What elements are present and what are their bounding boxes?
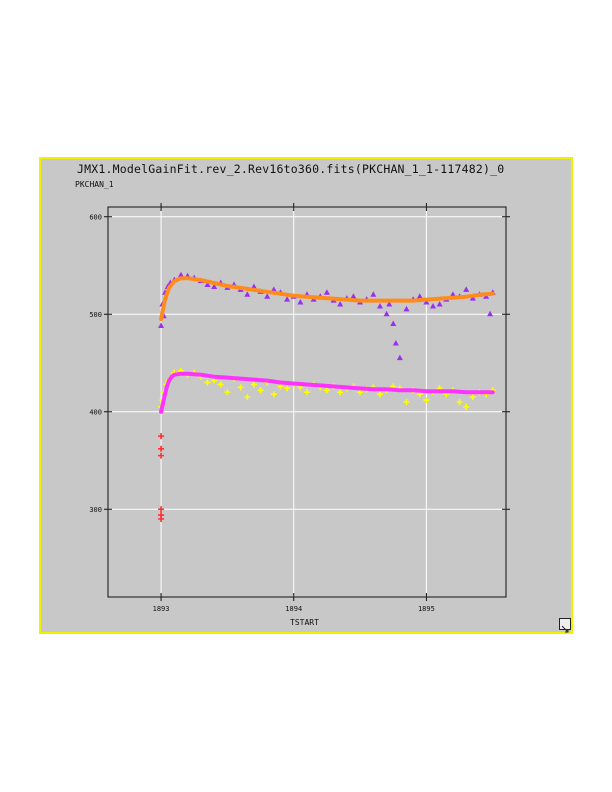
data-point-0 <box>436 301 443 307</box>
data-point-0 <box>416 293 423 299</box>
data-point-1 <box>469 394 476 401</box>
data-point-0 <box>403 305 410 312</box>
data-point-1 <box>376 391 383 398</box>
data-point-2 <box>158 452 165 459</box>
plot-frame <box>107 206 507 598</box>
resize-corner-icon[interactable] <box>559 618 571 633</box>
data-point-1 <box>337 389 344 396</box>
fit-curve-4 <box>159 371 495 414</box>
data-point-0 <box>376 302 383 309</box>
data-point-0 <box>177 271 184 278</box>
data-point-0 <box>449 291 456 297</box>
data-point-1 <box>423 397 430 404</box>
data-point-1 <box>403 399 410 405</box>
data-point-2 <box>158 445 165 452</box>
data-point-0 <box>430 302 437 309</box>
data-point-1 <box>463 403 470 410</box>
data-point-0 <box>204 281 211 287</box>
data-point-2 <box>158 512 165 519</box>
data-point-0 <box>250 283 257 289</box>
plot-panel: JMX1.ModelGainFit.rev_2.Rev16to360.fits(… <box>39 157 573 634</box>
data-point-1 <box>456 399 463 405</box>
data-point-0 <box>386 301 393 307</box>
data-point-1 <box>244 394 251 401</box>
chart-title: JMX1.ModelGainFit.rev_2.Rev16to360.fits(… <box>77 162 505 176</box>
data-point-0 <box>487 310 494 317</box>
data-point-1 <box>250 381 257 388</box>
data-point-2 <box>158 506 165 513</box>
y-tick-label: 300 <box>89 506 102 514</box>
data-point-0 <box>463 286 470 292</box>
data-point-1 <box>237 384 244 391</box>
fit-curve-3 <box>159 276 495 322</box>
data-point-1 <box>224 389 231 396</box>
data-point-1 <box>217 381 224 388</box>
x-tick-label: 1894 <box>285 605 302 613</box>
data-point-0 <box>211 283 218 289</box>
data-point-0 <box>390 320 397 326</box>
x-tick-label: 1895 <box>418 605 435 613</box>
data-point-1 <box>284 385 291 392</box>
y-axis-label: PKCHAN_1 <box>75 180 114 189</box>
data-point-0 <box>158 322 165 328</box>
data-point-1 <box>204 379 211 386</box>
x-axis-label: TSTART <box>290 618 319 627</box>
x-tick-label: 1893 <box>153 605 170 613</box>
data-point-0 <box>370 291 377 297</box>
data-point-0 <box>396 354 403 361</box>
data-point-1 <box>304 389 310 396</box>
data-point-0 <box>297 299 304 305</box>
data-point-0 <box>392 340 399 346</box>
data-point-0 <box>270 286 277 292</box>
y-tick-label: 400 <box>89 408 102 416</box>
data-point-0 <box>264 293 271 299</box>
data-point-0 <box>284 296 291 302</box>
plot-area: 300 400 500 600 1893 1894 1895 <box>89 203 510 613</box>
data-point-0 <box>323 289 330 295</box>
data-point-0 <box>350 293 357 299</box>
data-point-1 <box>270 391 277 398</box>
data-point-1 <box>257 387 264 394</box>
data-point-0 <box>244 291 251 297</box>
data-point-0 <box>337 301 344 307</box>
data-point-0 <box>469 295 476 301</box>
y-tick-label: 600 <box>89 213 102 221</box>
data-point-2 <box>158 433 165 440</box>
data-point-0 <box>383 310 390 317</box>
y-tick-label: 500 <box>89 311 102 319</box>
data-point-1 <box>323 387 330 394</box>
data-point-0 <box>423 299 430 305</box>
